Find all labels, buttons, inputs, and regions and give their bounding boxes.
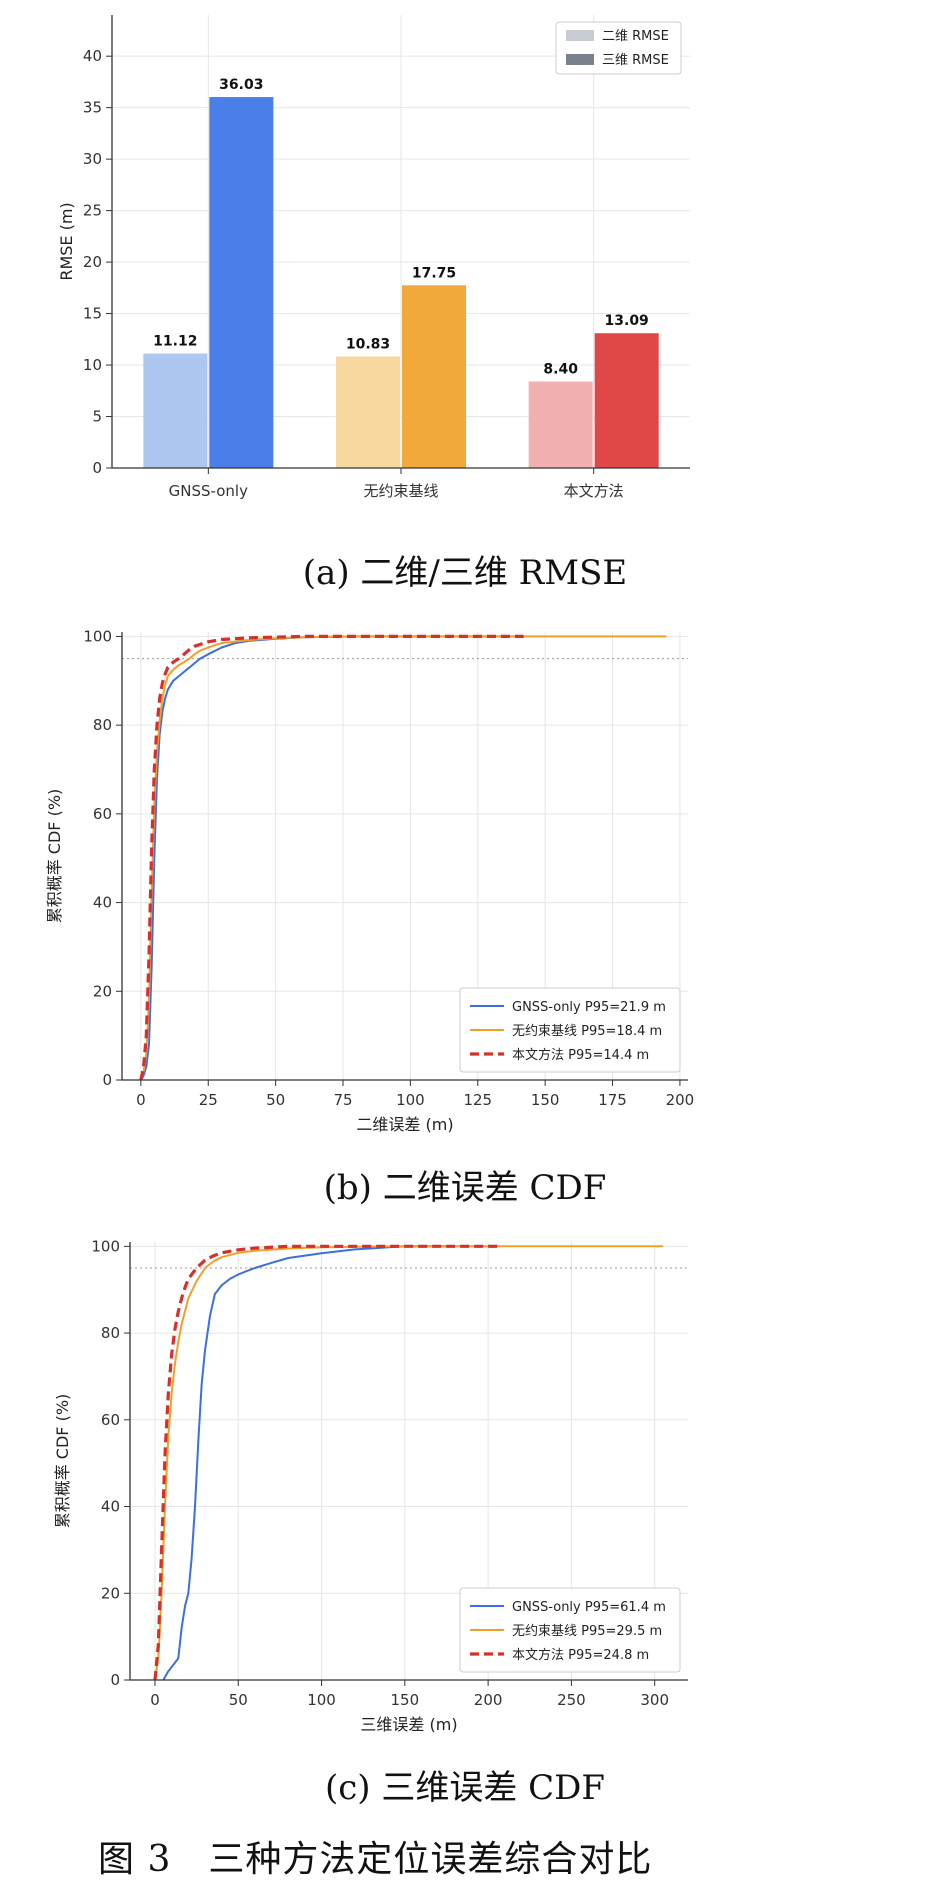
x-tick-label: 300	[640, 1691, 669, 1709]
data-label: 8.40	[543, 362, 578, 378]
y-tick-label: 40	[83, 47, 102, 65]
legend-label: 二维 RMSE	[602, 29, 669, 44]
figure-caption: 图 3 三种方法定位误差综合对比	[98, 1839, 653, 1880]
legend-box	[459, 987, 681, 1073]
y-tick-label: 0	[110, 1671, 120, 1689]
series-line	[162, 1245, 455, 1681]
y-tick-label: 0	[102, 1071, 112, 1089]
bar	[528, 381, 593, 468]
x-tick-label: 0	[150, 1691, 160, 1709]
data-label: 36.03	[219, 77, 263, 93]
cdf-3d-chart: 0 20 40 60 80 100 0 50 100 150 200 250 300 三维误差 (m) 累积…	[53, 1237, 688, 1734]
x-tick-label: 100	[396, 1091, 425, 1109]
y-tick-label: 15	[83, 305, 102, 323]
x-tick-label: 50	[266, 1091, 285, 1109]
x-tick-label: 0	[136, 1091, 146, 1109]
y-axis-label: RMSE (m)	[57, 202, 76, 280]
x-tick-label: 150	[531, 1091, 560, 1109]
x-tick-label: 25	[199, 1091, 218, 1109]
legend: 二维 RMSE 三维 RMSE	[555, 21, 682, 75]
y-tick-label: 40	[93, 894, 112, 912]
legend: GNSS-only P95=61.4 m 无约束基线 P95=29.5 m 本文方法…	[459, 1587, 681, 1673]
y-tick-label: 30	[83, 150, 102, 168]
x-tick-label: 100	[307, 1691, 336, 1709]
y-tick-label: 80	[101, 1324, 120, 1342]
x-axis-label: 二维误差 (m)	[356, 1115, 453, 1134]
bar	[402, 285, 466, 468]
x-tick-label: 125	[463, 1091, 492, 1109]
y-tick-label: 20	[83, 253, 102, 271]
legend-label: 三维 RMSE	[602, 53, 669, 68]
y-tick-label: 60	[93, 805, 112, 823]
y-tick-label: 10	[83, 356, 102, 374]
legend-label: GNSS-only P95=61.4 m	[512, 1600, 666, 1615]
bar	[336, 356, 400, 468]
y-axis-label: 累积概率 CDF (%)	[53, 1394, 72, 1529]
y-tick-label: 40	[101, 1498, 120, 1516]
bar	[209, 97, 274, 468]
y-tick-label: 100	[91, 1237, 120, 1255]
legend-box	[459, 1587, 681, 1673]
y-tick-label: 20	[101, 1584, 120, 1602]
x-tick-label: 75	[333, 1091, 352, 1109]
caption-b: (b) 二维误差 CDF	[323, 1168, 607, 1208]
legend-swatch	[566, 30, 594, 41]
series-line	[154, 1245, 663, 1681]
y-tick-label: 5	[92, 408, 102, 426]
rmse-bar-chart: 11.12 10.83 8.40 36.03 17.75 13.09 0 5 10 15 20 25 3…	[57, 15, 690, 500]
x-tick-label: 250	[557, 1691, 586, 1709]
y-tick-label: 100	[83, 627, 112, 645]
y-tick-label: 80	[93, 716, 112, 734]
x-axis-label: 三维误差 (m)	[360, 1715, 457, 1734]
legend-label: GNSS-only P95=21.9 m	[512, 1000, 666, 1015]
caption-a: (a) 二维/三维 RMSE	[302, 553, 628, 593]
cdf-2d-chart: 0 20 40 60 80 100 0 25 50 75 100 125 150 175 200 二维误差 (…	[45, 627, 695, 1134]
x-tick-label: 200	[666, 1091, 695, 1109]
x-tick-label: 150	[391, 1691, 420, 1709]
legend-label: 无约束基线 P95=18.4 m	[512, 1024, 662, 1039]
data-label: 17.75	[412, 265, 456, 281]
data-label: 13.09	[605, 313, 649, 329]
caption-c: (c) 三维误差 CDF	[324, 1768, 606, 1808]
x-tick-label: 本文方法	[564, 482, 624, 500]
y-tick-label: 0	[92, 459, 102, 477]
legend-label: 无约束基线 P95=29.5 m	[512, 1624, 662, 1639]
data-label: 11.12	[153, 334, 197, 350]
x-tick-label: 50	[229, 1691, 248, 1709]
y-axis-label: 累积概率 CDF (%)	[45, 789, 64, 924]
legend-swatch	[566, 54, 594, 65]
data-label: 10.83	[346, 337, 390, 353]
y-tick-label: 35	[83, 99, 102, 117]
y-tick-label: 60	[101, 1411, 120, 1429]
x-tick-label: 175	[598, 1091, 627, 1109]
bar	[143, 353, 208, 468]
x-tick-label: 无约束基线	[363, 482, 438, 500]
series-line	[139, 634, 524, 1081]
y-tick-label: 20	[93, 982, 112, 1000]
bar	[594, 333, 659, 468]
legend-label: 本文方法 P95=14.4 m	[512, 1047, 649, 1063]
x-tick-label: GNSS-only	[169, 482, 248, 500]
x-tick-label: 200	[474, 1691, 503, 1709]
legend: GNSS-only P95=21.9 m 无约束基线 P95=18.4 m 本文方法…	[459, 987, 681, 1073]
legend-label: 本文方法 P95=24.8 m	[512, 1647, 649, 1663]
y-tick-label: 25	[83, 202, 102, 220]
series-line	[153, 1244, 502, 1681]
